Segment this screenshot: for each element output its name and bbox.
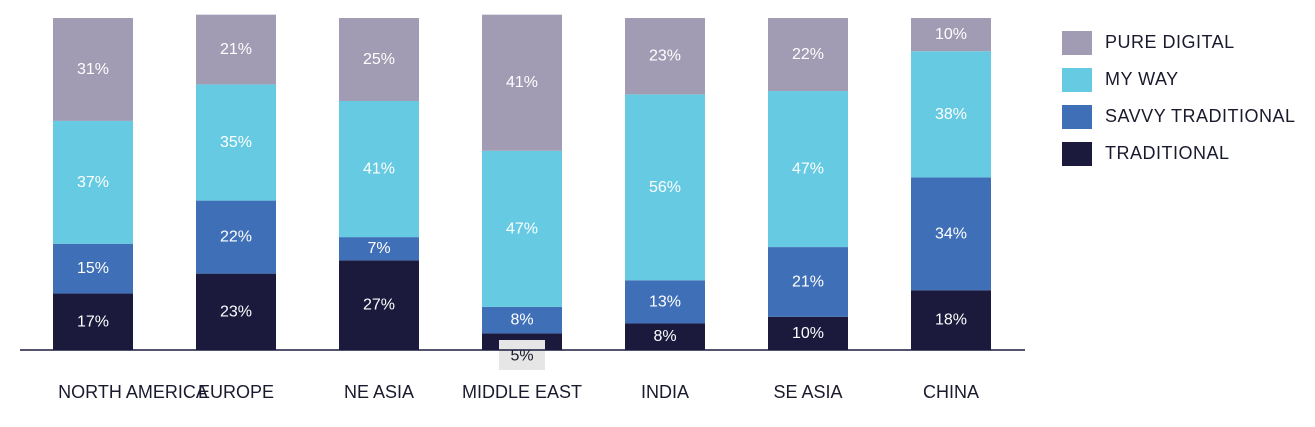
data-label: 47% — [506, 220, 538, 237]
data-label: 47% — [792, 161, 824, 178]
bar-segment-se-asia-savvy-traditional — [768, 247, 848, 317]
data-label: 23% — [649, 48, 681, 65]
data-label: 21% — [220, 41, 252, 58]
legend-label: TRADITIONAL — [1105, 143, 1230, 163]
bar-segment-china-traditional — [911, 290, 991, 350]
bar-segment-europe-pure-digital — [196, 14, 276, 85]
legend-item-my-way: MY WAY — [1062, 61, 1296, 98]
bar-segment-middle-east-my-way — [482, 150, 562, 307]
data-label: 7% — [367, 240, 390, 257]
legend-item-pure-digital: PURE DIGITAL — [1062, 24, 1296, 61]
x-tick-label: EUROPE — [198, 382, 274, 402]
data-label: 41% — [363, 161, 395, 178]
bar-segment-north-america-my-way — [53, 120, 133, 244]
data-label: 22% — [792, 46, 824, 63]
data-label: 25% — [363, 51, 395, 68]
bar-segment-india-pure-digital — [625, 18, 705, 95]
bar-segment-india-traditional — [625, 323, 705, 350]
data-label: 27% — [363, 297, 395, 314]
bar-segment-se-asia-my-way — [768, 91, 848, 248]
data-label: 5% — [510, 348, 533, 365]
bar-segment-middle-east-savvy-traditional — [482, 306, 562, 334]
bar-segment-europe-traditional — [196, 273, 276, 350]
bar-segment-europe-my-way — [196, 84, 276, 201]
x-tick-label: CHINA — [923, 382, 979, 402]
x-tick-label: INDIA — [641, 382, 689, 402]
legend-swatch — [1062, 30, 1092, 55]
x-tick-label: SE ASIA — [773, 382, 842, 402]
data-label: 35% — [220, 134, 252, 151]
bar-segment-india-savvy-traditional — [625, 280, 705, 324]
x-tick-label: MIDDLE EAST — [462, 382, 582, 402]
bar-segment-north-america-pure-digital — [53, 18, 133, 121]
bar-segment-se-asia-pure-digital — [768, 18, 848, 92]
data-label: 41% — [506, 74, 538, 91]
bar-segment-ne-asia-pure-digital — [339, 18, 419, 101]
bar-segment-china-savvy-traditional — [911, 177, 991, 291]
bar-segment-europe-savvy-traditional — [196, 200, 276, 274]
bar-segment-china-my-way — [911, 51, 991, 178]
legend-item-savvy-traditional: SAVVY TRADITIONAL — [1062, 98, 1296, 135]
legend-item-traditional: TRADITIONAL — [1062, 135, 1296, 172]
data-label: 31% — [77, 61, 109, 78]
data-label: 18% — [935, 312, 967, 329]
legend-swatch — [1062, 67, 1092, 92]
bar-segment-north-america-traditional — [53, 293, 133, 350]
bar-segment-ne-asia-my-way — [339, 101, 419, 238]
data-label: 15% — [77, 260, 109, 277]
data-label: 8% — [510, 312, 533, 329]
x-tick-label: NORTH AMERICA — [58, 382, 208, 402]
x-tick-label: NE ASIA — [344, 382, 414, 402]
bar-segment-china-pure-digital — [911, 18, 991, 52]
chart-legend: PURE DIGITAL MY WAY SAVVY TRADITIONAL TRADI… — [1062, 24, 1296, 172]
legend-swatch — [1062, 104, 1092, 129]
data-label: 37% — [77, 174, 109, 191]
data-label: 56% — [649, 179, 681, 196]
data-label: 17% — [77, 313, 109, 330]
data-label-callout — [499, 340, 545, 370]
legend-label: SAVVY TRADITIONAL — [1105, 106, 1296, 126]
legend-label: MY WAY — [1105, 69, 1179, 89]
data-label: 10% — [935, 26, 967, 43]
bar-segment-ne-asia-traditional — [339, 260, 419, 350]
legend-label: PURE DIGITAL — [1105, 32, 1235, 52]
legend-swatch — [1062, 141, 1092, 166]
data-label: 38% — [935, 106, 967, 123]
data-label: 34% — [935, 225, 967, 242]
bar-segment-middle-east-pure-digital — [482, 14, 562, 151]
data-label: 8% — [653, 328, 676, 345]
bar-segment-north-america-savvy-traditional — [53, 243, 133, 294]
data-label: 22% — [220, 229, 252, 246]
bar-segment-ne-asia-savvy-traditional — [339, 237, 419, 261]
data-label: 23% — [220, 303, 252, 320]
bar-segment-se-asia-traditional — [768, 316, 848, 350]
data-label: 21% — [792, 273, 824, 290]
data-label: 13% — [649, 293, 681, 310]
bar-segment-india-my-way — [625, 94, 705, 281]
data-label: 10% — [792, 325, 824, 342]
